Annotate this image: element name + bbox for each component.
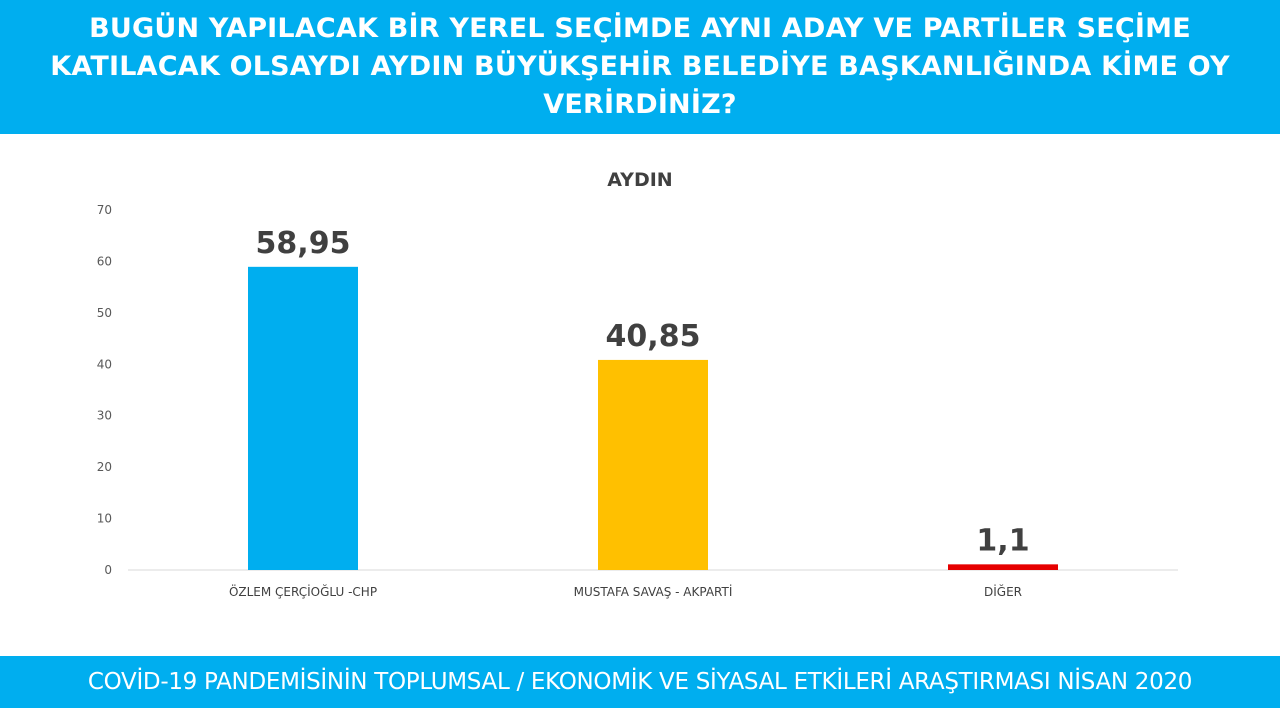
x-category-label: ÖZLEM ÇERÇİOĞLU -CHP (229, 583, 377, 599)
header-banner: BUGÜN YAPILACAK BİR YEREL SEÇİMDE AYNI A… (0, 0, 1280, 134)
survey-question-title: BUGÜN YAPILACAK BİR YEREL SEÇİMDE AYNI A… (50, 13, 1230, 120)
chart-title: AYDIN (607, 169, 672, 191)
y-tick-label: 40 (97, 357, 112, 371)
bar-0 (248, 266, 358, 570)
y-tick-label: 10 (97, 512, 112, 526)
y-axis: 0 10 20 30 40 50 60 70 (97, 203, 112, 577)
footer-caption: COVİD-19 PANDEMİSİNİN TOPLUMSAL / EKONOM… (87, 669, 1193, 695)
bar-value-label: 1,1 (976, 523, 1029, 558)
y-tick-label: 60 (97, 254, 112, 268)
bar-2 (948, 564, 1058, 570)
y-tick-label: 70 (97, 203, 112, 217)
y-tick-label: 20 (97, 460, 112, 474)
bar-value-label: 40,85 (606, 319, 701, 354)
y-tick-label: 50 (97, 306, 112, 320)
bar-1 (598, 359, 708, 570)
bar-value-label: 58,95 (256, 226, 351, 261)
chart-svg: AYDIN 0 10 20 30 40 50 60 70 58,95 ÖZLEM ÇERÇİOĞ… (97, 169, 1178, 599)
bars-group: 58,95 ÖZLEM ÇERÇİOĞLU -CHP 40,85 MUSTAFA SA… (229, 226, 1058, 599)
x-category-label: MUSTAFA SAVAŞ - AKPARTİ (574, 584, 733, 599)
y-tick-label: 0 (104, 563, 112, 577)
footer-banner: COVİD-19 PANDEMİSİNİN TOPLUMSAL / EKONOM… (0, 656, 1280, 708)
y-tick-label: 30 (97, 409, 112, 423)
x-category-label: DİĞER (984, 584, 1022, 599)
bar-chart: AYDIN 0 10 20 30 40 50 60 70 58,95 ÖZLEM ÇERÇİOĞ… (0, 134, 1280, 654)
